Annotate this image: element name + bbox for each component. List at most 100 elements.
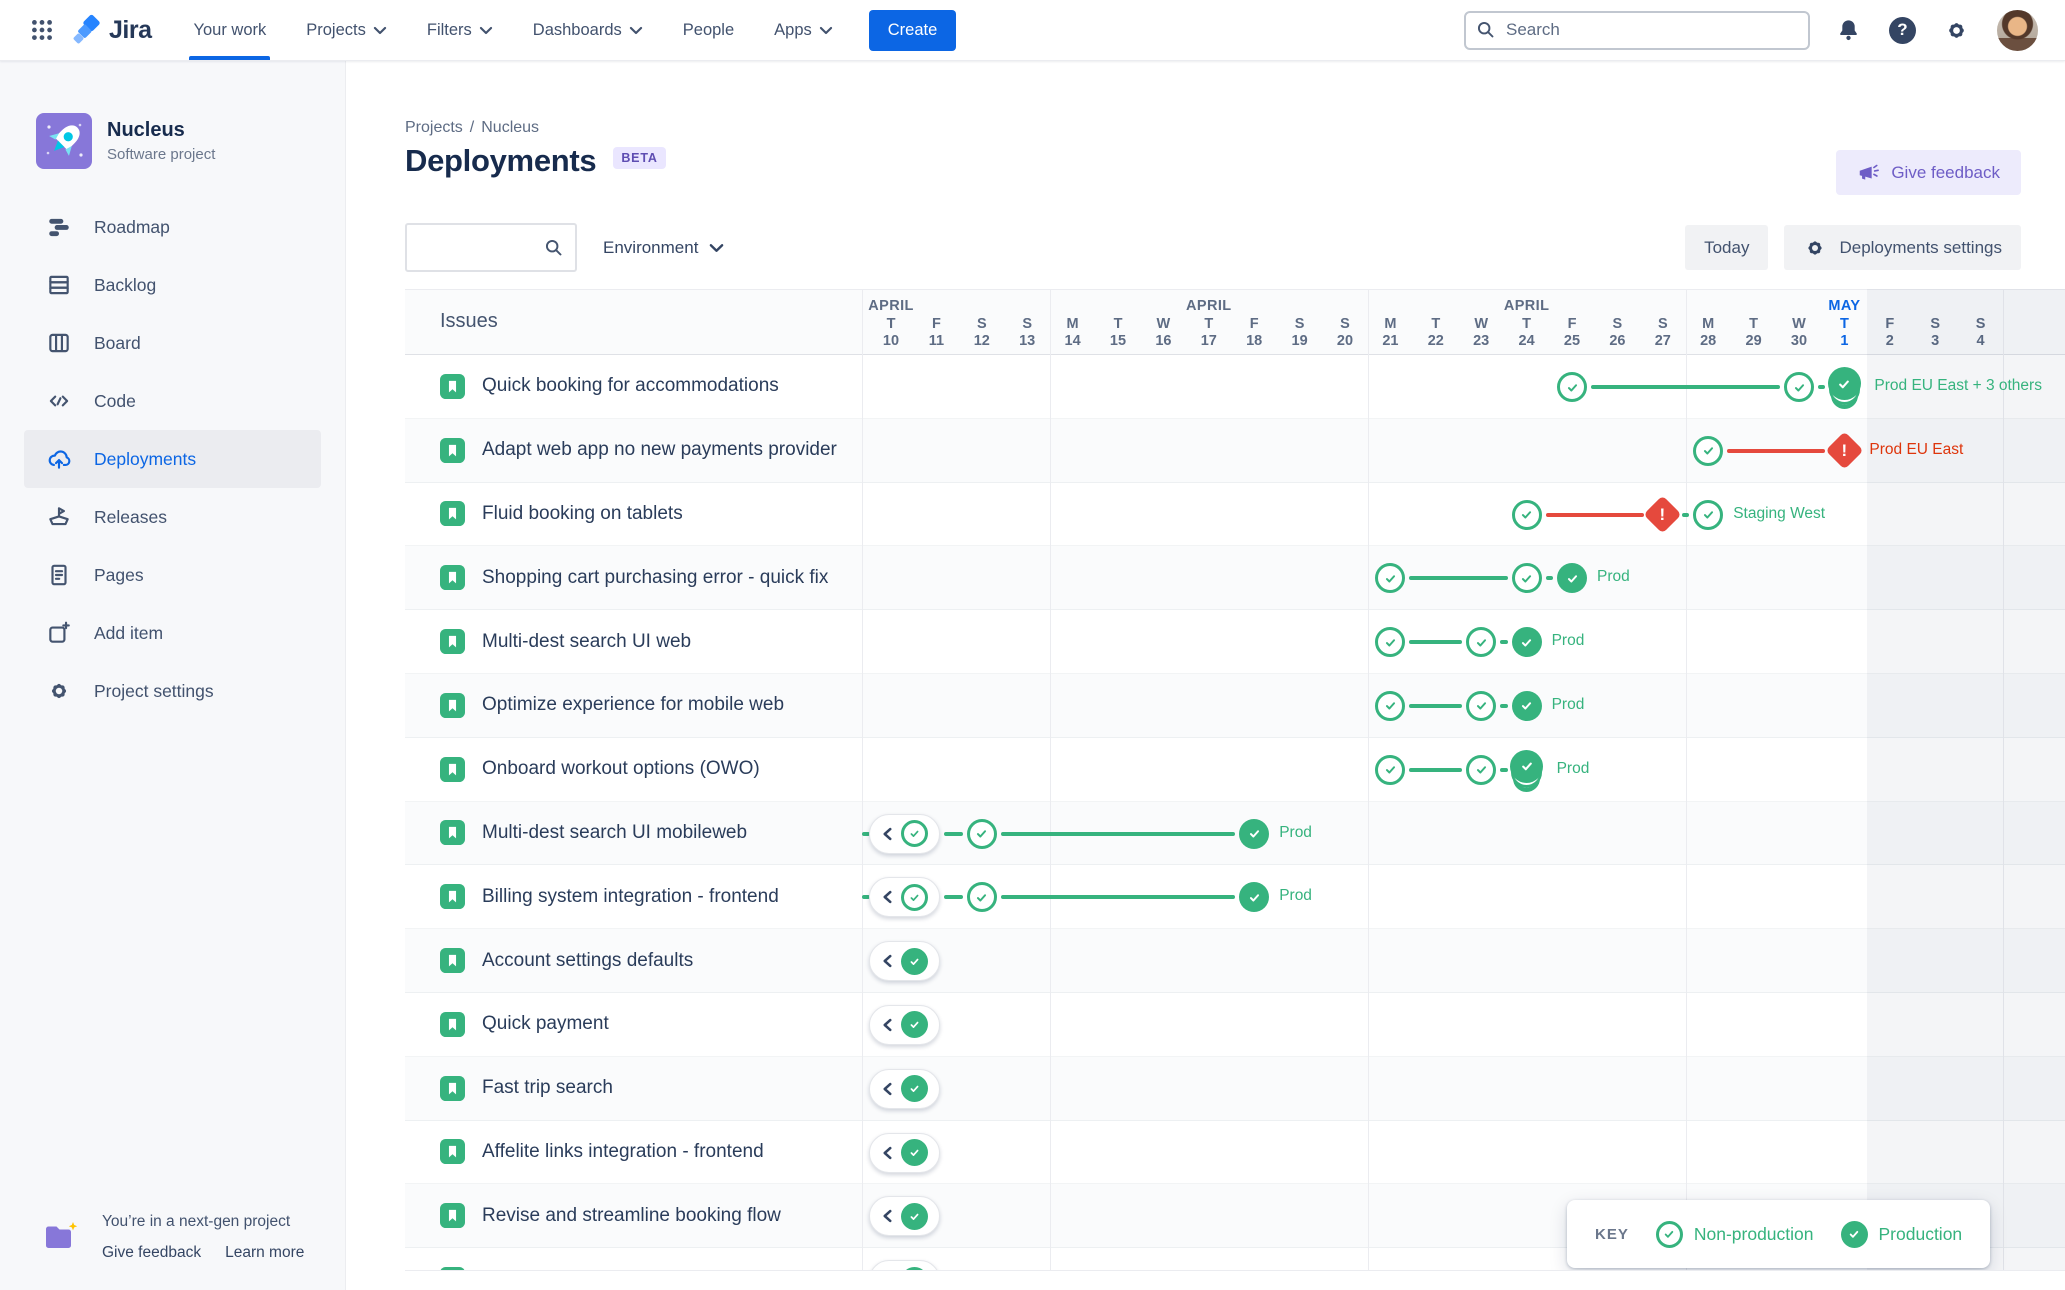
collapsed-deployments-pill[interactable] [869,1260,940,1270]
non-production-deploy-icon[interactable] [966,818,997,849]
issue-affelite-links-integration-frontend[interactable]: Affelite links integration - frontend [405,1121,862,1184]
chevron-left-icon[interactable] [882,890,893,904]
chevron-left-icon[interactable] [882,1018,893,1032]
sidebar-item-pages[interactable]: Pages [24,546,321,604]
nav-item-projects[interactable]: Projects [306,0,387,60]
timeline-row: Onboard workout options (OWO) Prod [405,738,2065,802]
issue-optimize-experience-for-mobile-web[interactable]: Optimize experience for mobile web [405,674,862,737]
nav-item-dashboards[interactable]: Dashboards [533,0,643,60]
non-production-deploy-icon[interactable] [1375,754,1406,785]
month-label: APRIL [1503,298,1550,314]
non-production-deploy-icon[interactable] [1375,627,1406,658]
deployment-environment-label: Prod [1551,632,1585,650]
issue-onboard-workout-options-owo[interactable]: Onboard workout options (OWO) [405,738,862,801]
add-item-icon [46,620,72,646]
non-production-deploy-icon[interactable] [1693,435,1724,466]
issue-fluid-booking-on-tablets[interactable]: Fluid booking on tablets [405,483,862,546]
sidebar-item-deployments[interactable]: Deployments [24,430,321,488]
sidebar-item-code[interactable]: Code [24,372,321,430]
collapsed-deployments-pill[interactable] [869,877,940,918]
collapsed-deployments-pill[interactable] [869,813,940,854]
failed-deploy-icon[interactable]: ! [1643,495,1682,534]
issue-fast-trip-search[interactable]: Fast trip search [405,1057,862,1120]
day-column-header: W 23 [1473,316,1490,349]
sidebar-item-roadmap[interactable]: Roadmap [24,198,321,256]
non-production-deploy-icon[interactable] [1466,754,1497,785]
sidebar-item-add-item[interactable]: Add item [24,604,321,662]
nav-item-people[interactable]: People [682,20,735,39]
issue-multi-dest-search-ui-web[interactable]: Multi-dest search UI web [405,610,862,673]
collapsed-deployments-pill[interactable] [869,1068,940,1109]
nav-item-your-work[interactable]: Your work [189,0,271,60]
issue-billing-system-integration-frontend[interactable]: Billing system integration - frontend [405,865,862,928]
collapsed-deployments-pill[interactable] [869,1196,940,1237]
non-production-deploy-icon[interactable] [1784,372,1814,402]
collapsed-deployments-pill[interactable] [869,1132,940,1173]
give-feedback-link[interactable]: Give feedback [102,1244,202,1261]
environment-dropdown[interactable]: Environment [603,224,724,272]
production-deploy-icon[interactable] [1239,818,1270,849]
learn-more-link[interactable]: Learn more [225,1244,305,1261]
day-column-header: S 26 [1609,316,1626,349]
production-deploy-icon[interactable] [1557,563,1587,594]
chevron-left-icon[interactable] [882,954,893,968]
jira-logo[interactable]: Jira [70,14,152,46]
pipeline-segment [1545,512,1644,517]
sidebar-item-releases[interactable]: Releases [24,488,321,546]
collapsed-deployments-pill[interactable] [869,1004,940,1045]
story-issue-icon [440,629,465,655]
non-production-deploy-icon[interactable] [1511,499,1542,530]
issue-label: Multi-dest search UI web [482,630,692,652]
non-production-deploy-icon[interactable] [966,882,997,913]
issue-revise-and-streamline-booking-flow[interactable]: Revise and streamline booking flow [405,1184,862,1247]
chevron-left-icon[interactable] [882,1146,893,1160]
non-production-deploy-icon[interactable] [1466,690,1497,721]
non-production-deploy-icon[interactable] [1511,563,1542,594]
project-header[interactable]: Nucleus Software project [36,113,215,169]
breadcrumb-projects[interactable]: Projects [405,119,463,136]
non-production-deploy-icon[interactable] [1693,499,1724,530]
issue-multi-dest-search-ui-mobileweb[interactable]: Multi-dest search UI mobileweb [405,802,862,865]
notifications-bell-icon[interactable] [1833,15,1864,46]
nav-item-apps[interactable]: Apps [774,0,833,60]
failed-deploy-icon[interactable]: ! [1825,431,1864,470]
give-feedback-button[interactable]: Give feedback [1836,150,2021,195]
breadcrumb-nucleus[interactable]: Nucleus [481,119,540,136]
issue-adapt-web-app-no-new-payments-provider[interactable]: Adapt web app no new payments provider [405,419,862,482]
issue-quick-payment[interactable]: Quick payment [405,993,862,1056]
today-button[interactable]: Today [1685,225,1769,270]
non-production-deploy-icon[interactable] [1375,563,1406,594]
sidebar-item-board[interactable]: Board [24,314,321,372]
deployments-settings-button[interactable]: Deployments settings [1784,225,2021,270]
non-production-deploy-icon[interactable] [1557,372,1587,402]
timeline-row: Multi-dest search UI mobileweb Prod [405,801,2065,866]
app-switcher-icon[interactable] [26,14,58,46]
chevron-left-icon[interactable] [882,1209,893,1223]
chevron-left-icon[interactable] [882,827,893,841]
production-deploy-icon[interactable] [1239,882,1270,913]
help-icon[interactable]: ? [1887,15,1918,46]
sidebar-item-project-settings[interactable]: Project settings [24,662,321,720]
non-production-deploy-icon[interactable] [1375,690,1406,721]
create-button[interactable]: Create [868,9,957,51]
non-production-deploy-icon[interactable] [1466,627,1497,658]
sidebar-item-backlog[interactable]: Backlog [24,256,321,314]
production-deploy-icon[interactable] [1511,690,1542,721]
issue-account-settings-defaults[interactable]: Account settings defaults [405,929,862,992]
collapsed-deployments-pill[interactable] [869,941,940,982]
production-deploy-icon[interactable] [1511,627,1542,658]
issue-filter-input[interactable] [405,223,577,272]
chevron-down-icon [819,26,832,34]
nav-item-filters[interactable]: Filters [427,0,493,60]
user-avatar[interactable] [1995,7,2040,53]
settings-gear-icon[interactable] [1941,15,1972,46]
pipeline-segment [944,895,963,900]
multiple-deployments-icon[interactable] [1827,367,1861,400]
issue-travel-expectations-experiment[interactable]: Travel expectations experiment [405,1248,862,1270]
chevron-left-icon[interactable] [882,1082,893,1096]
issue-shopping-cart-purchasing-error-quick-fix[interactable]: Shopping cart purchasing error - quick f… [405,546,862,609]
issue-quick-booking-for-accommodations[interactable]: Quick booking for accommodations [405,355,862,418]
global-search-input[interactable] [1464,10,1810,50]
multiple-deployments-icon[interactable] [1510,749,1544,783]
